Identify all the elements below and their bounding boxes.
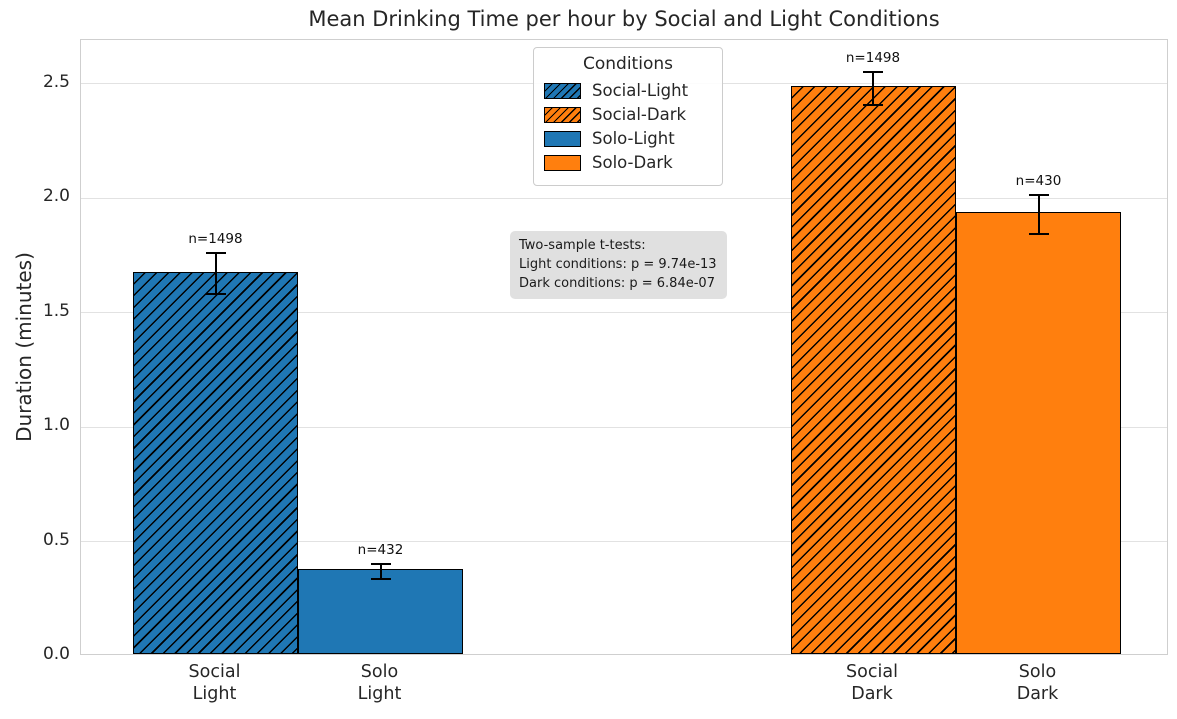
y-tick-label: 0.0: [42, 644, 70, 664]
y-tick-label: 1.0: [42, 415, 70, 435]
legend-swatch-social-dark: [544, 106, 581, 123]
x-tick-line: Solo: [1018, 662, 1057, 682]
error-bar-cap: [1028, 232, 1049, 235]
legend-item-social-light: Social-Light: [544, 81, 712, 100]
sample-size-label: n=1498: [845, 49, 901, 66]
annotation-line-1: Two-sample t-tests:: [519, 238, 646, 253]
y-tick-label: 0.5: [42, 529, 70, 550]
error-bar-solo-light: [379, 563, 382, 579]
x-tick-label-solo-dark: Solo Dark: [958, 661, 1118, 705]
error-bar-cap: [863, 70, 883, 73]
legend-swatch-social-light: [544, 82, 581, 99]
annotation-line-2: Light conditions: p = 9.74e-13: [519, 257, 717, 273]
legend-label: Solo-Dark: [592, 153, 673, 172]
stats-annotation-box: Two-sample t-tests: Light conditions: p …: [510, 231, 727, 300]
legend-item-solo-light: Solo-Light: [544, 129, 712, 148]
legend-label: Social-Dark: [592, 105, 687, 124]
y-tick-label: 2.5: [42, 71, 70, 92]
x-tick-line: Dark: [1016, 684, 1059, 704]
gridline: [81, 312, 1167, 313]
x-tick-line: Solo: [360, 662, 399, 682]
legend-label: Social-Light: [592, 81, 689, 100]
error-bar-cap: [370, 577, 391, 580]
error-bar-cap: [1028, 193, 1049, 196]
legend-label: Solo-Light: [592, 129, 675, 148]
error-bar-solo-dark: [1037, 194, 1040, 234]
sample-size-label: n=1498: [188, 231, 243, 248]
legend: Conditions Social-Light Social-Dark Solo-L…: [533, 47, 723, 186]
x-tick-line: Light: [357, 684, 402, 704]
legend-title: Conditions: [583, 54, 673, 74]
error-bar-cap: [205, 252, 226, 255]
bar-social-dark: [790, 86, 956, 654]
sample-size-label: n=430: [1015, 172, 1062, 189]
legend-item-social-dark: Social-Dark: [544, 105, 712, 124]
x-tick-label-social-light: Social Light: [135, 661, 295, 705]
x-tick-line: Light: [192, 684, 237, 704]
error-bar-cap: [863, 103, 883, 106]
x-tick-label-solo-light: Solo Light: [300, 661, 460, 705]
bar-solo-light: [298, 569, 463, 654]
x-tick-line: Dark: [851, 684, 893, 704]
x-tick-line: Social: [846, 662, 898, 682]
chart-title: Mean Drinking Time per hour by Social an…: [308, 7, 940, 31]
y-axis-label: Duration (minutes): [12, 252, 36, 442]
y-tick-label: 2.0: [42, 186, 70, 206]
bar-social-light: [133, 271, 298, 654]
gridline: [81, 197, 1167, 199]
x-tick-label-social-dark: Social Dark: [792, 661, 952, 705]
y-tick-label: 1.5: [42, 300, 70, 321]
error-bar-cap: [205, 292, 226, 295]
legend-swatch-solo-dark: [544, 154, 581, 171]
x-tick-line: Social: [188, 662, 241, 682]
gridline: [81, 541, 1167, 542]
sample-size-label: n=432: [357, 541, 404, 558]
legend-item-solo-dark: Solo-Dark: [544, 153, 712, 172]
error-bar-cap: [370, 562, 391, 565]
annotation-line-3: Dark conditions: p = 6.84e-07: [519, 276, 715, 292]
legend-items: Social-Light Social-Dark Solo-Light Solo-Da…: [544, 81, 712, 172]
error-bar-social-light: [214, 253, 217, 294]
gridline: [81, 426, 1167, 428]
legend-swatch-solo-light: [544, 130, 581, 147]
bar-solo-dark: [956, 212, 1121, 654]
error-bar-social-dark: [872, 71, 874, 105]
